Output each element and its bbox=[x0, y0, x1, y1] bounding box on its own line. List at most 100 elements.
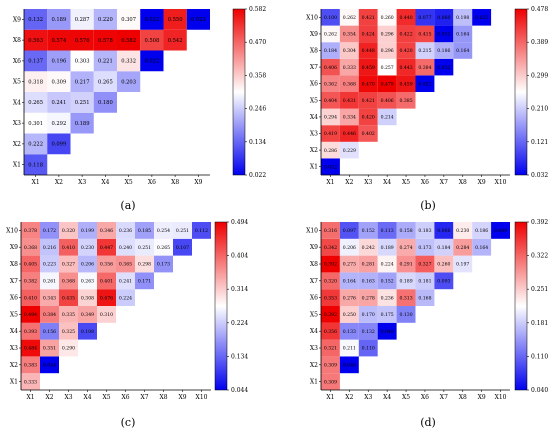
heatmap-cell bbox=[116, 222, 135, 239]
x-tick-label: X5 bbox=[402, 179, 410, 186]
y-tick-label: X1 bbox=[310, 379, 318, 386]
cell-value-label: 0.405 bbox=[24, 262, 37, 268]
cell-value-label: 0.241 bbox=[51, 100, 66, 106]
heatmap-cell bbox=[135, 238, 154, 256]
cell-value-label: 0.508 bbox=[144, 38, 159, 44]
cell-value-label: 0.132 bbox=[362, 329, 375, 335]
heatmap-cell bbox=[186, 9, 210, 30]
heatmap-panel: 0.032 0.286 0.229 0.419 0.446 0.402 0.294 0.334… bbox=[306, 6, 548, 212]
heatmap-cell bbox=[396, 25, 416, 43]
cell-value-label: 0.265 bbox=[28, 100, 43, 106]
x-tick-label: X4 bbox=[83, 394, 91, 401]
cell-value-label: 0.333 bbox=[24, 379, 37, 385]
x-tick-label: X3 bbox=[64, 394, 72, 401]
colorbar-tick-label: 0.478 bbox=[531, 6, 548, 13]
cell-value-label: 0.274 bbox=[399, 245, 412, 251]
cell-value-label: 0.420 bbox=[399, 48, 412, 54]
x-tick-label: X10 bbox=[196, 394, 208, 401]
heatmap-cell bbox=[59, 255, 78, 273]
heatmap-cell bbox=[358, 306, 378, 323]
cell-value-label: 0.440 bbox=[399, 15, 412, 21]
cell-value-label: 0.251 bbox=[138, 245, 151, 251]
heatmap-cell bbox=[40, 255, 59, 273]
heatmap-cell bbox=[377, 92, 397, 109]
heatmap-cell bbox=[321, 373, 340, 390]
heatmap-cell bbox=[396, 92, 416, 109]
cell-value-label: 0.254 bbox=[157, 228, 170, 234]
y-tick-label: X1 bbox=[310, 164, 318, 171]
cell-value-label: 0.402 bbox=[362, 131, 375, 137]
cell-value-label: 0.032 bbox=[324, 164, 337, 170]
cell-value-label: 0.230 bbox=[456, 228, 469, 234]
heatmap-cell bbox=[78, 306, 97, 323]
cell-value-label: 0.220 bbox=[98, 17, 113, 23]
cell-value-label: 0.349 bbox=[81, 312, 94, 318]
y-tick-label: X7 bbox=[310, 278, 318, 285]
cell-value-label: 0.404 bbox=[324, 98, 337, 104]
cell-value-label: 0.296 bbox=[381, 32, 394, 38]
heatmap-cell bbox=[40, 222, 59, 239]
heatmap-cell bbox=[377, 289, 397, 306]
y-tick-label: X3 bbox=[13, 120, 21, 127]
heatmap-cell bbox=[78, 289, 97, 306]
cell-value-label: 0.229 bbox=[343, 148, 356, 154]
heatmap-cell bbox=[377, 322, 397, 340]
cell-value-label: 0.385 bbox=[399, 98, 412, 104]
cell-value-label: 0.290 bbox=[62, 346, 75, 352]
heatmap-cell bbox=[321, 255, 340, 273]
y-tick-label: X10 bbox=[306, 14, 318, 21]
x-tick-label: X7 bbox=[440, 394, 448, 401]
heatmap-cell bbox=[453, 255, 473, 273]
heatmap-cell bbox=[117, 50, 141, 72]
cell-value-label: 0.172 bbox=[43, 228, 56, 234]
x-tick-label: X6 bbox=[421, 179, 429, 186]
colorbar-tick-label: 0.040 bbox=[531, 387, 548, 394]
heatmap-cell bbox=[21, 356, 40, 374]
heatmap-cell bbox=[396, 9, 416, 26]
heatmap-cell bbox=[339, 9, 359, 26]
colorbar-tick-label: 0.251 bbox=[531, 286, 548, 293]
heatmap-cell bbox=[173, 238, 192, 256]
y-tick-label: X9 bbox=[10, 244, 18, 251]
cell-value-label: 0.261 bbox=[43, 278, 56, 284]
heatmap-cell bbox=[24, 112, 48, 134]
cell-value-label: 0.152 bbox=[362, 228, 375, 234]
y-tick-label: X8 bbox=[310, 261, 318, 268]
heatmap-cell bbox=[434, 238, 454, 256]
cell-value-label: 0.206 bbox=[81, 262, 94, 268]
heatmap-cell bbox=[21, 289, 40, 306]
cell-value-label: 0.206 bbox=[343, 245, 356, 251]
cell-value-label: 0.113 bbox=[381, 228, 394, 234]
cell-value-label: 0.401 bbox=[100, 278, 113, 284]
cell-value-label: 0.281 bbox=[362, 262, 375, 268]
x-tick-label: X3 bbox=[364, 179, 372, 186]
heatmap-cell bbox=[453, 9, 473, 26]
heatmap-cell bbox=[93, 9, 117, 30]
y-tick-label: X6 bbox=[13, 58, 21, 65]
heatmap-cell bbox=[321, 92, 340, 109]
cell-value-label: 0.170 bbox=[362, 312, 375, 318]
cell-value-label: 0.309 bbox=[51, 79, 66, 85]
cell-value-label: 0.100 bbox=[324, 15, 337, 21]
y-tick-label: X2 bbox=[310, 362, 318, 369]
cell-value-label: 0.022 bbox=[191, 17, 206, 23]
x-tick-label: X10 bbox=[495, 179, 507, 186]
heatmap-cell bbox=[40, 306, 59, 323]
cell-value-label: 0.291 bbox=[399, 262, 412, 268]
cell-value-label: 0.077 bbox=[418, 15, 431, 21]
colorbar-tick-label: 0.322 bbox=[531, 253, 548, 260]
cell-value-label: 0.415 bbox=[418, 32, 431, 38]
heatmap-cell bbox=[140, 29, 164, 51]
y-tick-label: X1 bbox=[10, 379, 18, 386]
heatmap-cell bbox=[396, 42, 416, 59]
cell-value-label: 0.164 bbox=[456, 48, 469, 54]
cell-value-label: 0.265 bbox=[157, 245, 170, 251]
heatmap-cell bbox=[117, 29, 141, 51]
cell-value-label: 0.384 bbox=[43, 312, 56, 318]
heatmap-cell bbox=[434, 25, 454, 43]
cell-value-label: 0.351 bbox=[43, 346, 56, 352]
cell-value-label: 0.189 bbox=[399, 278, 412, 284]
heatmap-cell bbox=[24, 29, 48, 51]
y-tick-label: X5 bbox=[10, 311, 18, 318]
